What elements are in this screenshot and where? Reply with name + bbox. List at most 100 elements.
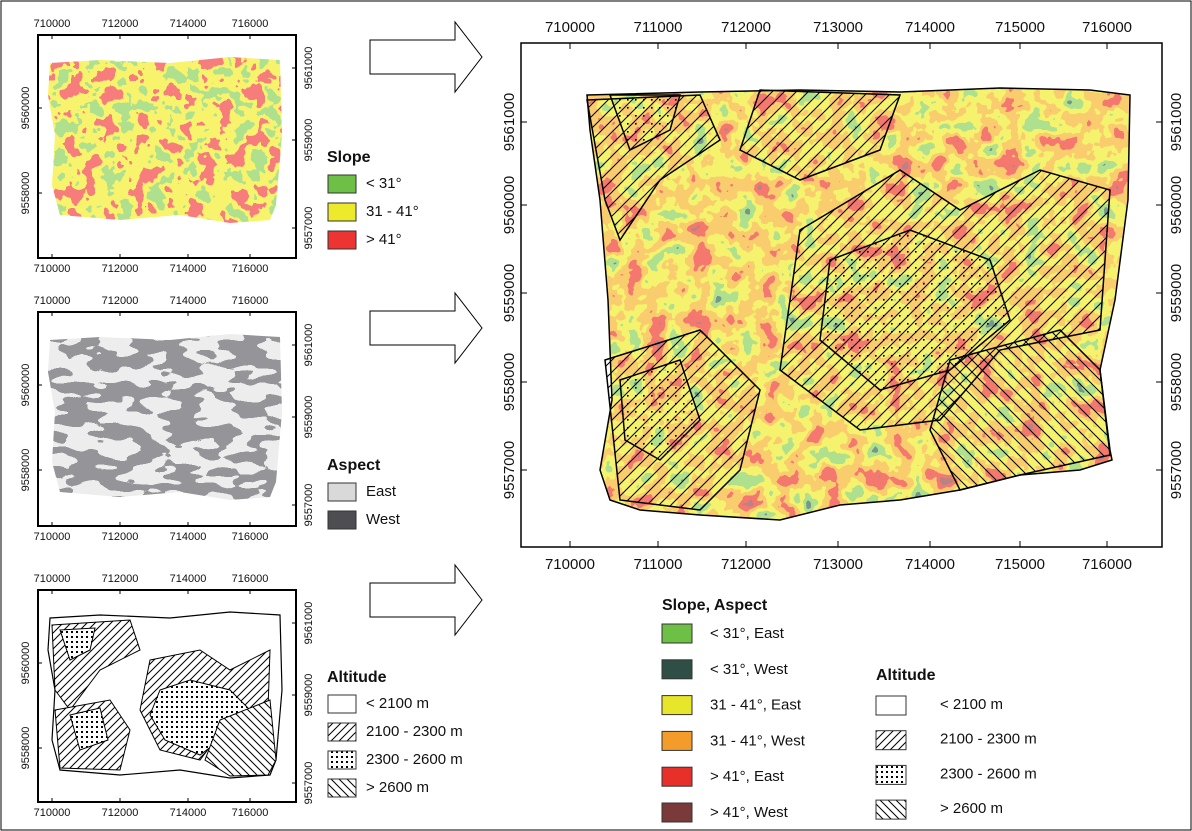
- x-tick-label: 716000: [232, 531, 269, 543]
- legend-label: 31 - 41°, West: [710, 732, 806, 749]
- x-tick-label: 712000: [102, 18, 139, 30]
- x-tick-label: 716000: [232, 807, 269, 819]
- legend-swatch: [328, 175, 356, 193]
- legend-label: 2100 - 2300 m: [366, 723, 463, 740]
- y-tick-label: 9561000: [303, 602, 315, 645]
- combined-map: [587, 88, 1130, 520]
- legend-label: < 31°: [366, 175, 402, 192]
- y-tick-label: 9560000: [20, 642, 32, 685]
- x-tick-label: 714000: [170, 18, 207, 30]
- legend-label: < 2100 m: [366, 695, 429, 712]
- x-tick-label: 714000: [170, 295, 207, 307]
- x-tick-label: 716000: [1082, 556, 1132, 573]
- legend-swatch: [328, 483, 356, 501]
- x-tick-label: 712000: [721, 19, 771, 36]
- y-tick-label: 9559000: [303, 396, 315, 439]
- legend-title: Slope: [327, 149, 371, 166]
- legend-label: > 2600 m: [366, 779, 429, 796]
- legend-swatch: [876, 731, 906, 750]
- legend-swatch: [328, 511, 356, 529]
- legend-swatch: [328, 203, 356, 221]
- legend-title: Aspect: [327, 457, 381, 474]
- legend-swatch: [662, 803, 692, 822]
- legend-swatch: [328, 231, 356, 249]
- y-tick-label: 9558000: [20, 449, 32, 492]
- legend-label: West: [366, 511, 401, 528]
- legend-swatch: [328, 695, 356, 713]
- x-tick-label: 710000: [34, 573, 71, 585]
- x-tick-label: 712000: [102, 263, 139, 275]
- x-tick-label: 710000: [545, 556, 595, 573]
- x-tick-label: 710000: [34, 807, 71, 819]
- y-tick-label: 9557000: [501, 441, 518, 499]
- y-tick-label: 9561000: [303, 324, 315, 367]
- y-tick-label: 9558000: [1168, 353, 1185, 411]
- x-tick-label: 711000: [634, 19, 683, 36]
- x-tick-label: 714000: [170, 573, 207, 585]
- y-tick-label: 9561000: [1168, 93, 1185, 151]
- x-tick-label: 710000: [34, 295, 71, 307]
- y-tick-label: 9558000: [20, 727, 32, 770]
- legend-label: East: [366, 483, 397, 500]
- y-tick-label: 9559000: [1168, 264, 1185, 322]
- x-tick-label: 711000: [634, 556, 683, 573]
- legend-swatch: [876, 696, 906, 715]
- x-tick-label: 713000: [813, 19, 863, 36]
- legend-swatch: [662, 660, 692, 679]
- legend-label: > 41°, West: [710, 804, 789, 821]
- legend-title: Altitude: [876, 667, 936, 684]
- legend-swatch: [662, 624, 692, 643]
- y-tick-label: 9561000: [501, 93, 518, 151]
- legend-label: > 41°: [366, 231, 402, 248]
- x-tick-label: 710000: [34, 263, 71, 275]
- y-tick-label: 9560000: [501, 176, 518, 234]
- arrow: [370, 293, 482, 363]
- legend-label: < 31°, East: [710, 625, 785, 642]
- y-tick-label: 9558000: [20, 172, 32, 215]
- y-tick-label: 9557000: [303, 484, 315, 527]
- altitude-map: [48, 612, 282, 778]
- legend-title: Altitude: [327, 669, 387, 686]
- legend-label: < 31°, West: [710, 661, 789, 678]
- legend-label: > 2600 m: [940, 800, 1003, 817]
- x-tick-label: 716000: [232, 573, 269, 585]
- legend-swatch: [662, 696, 692, 715]
- y-tick-label: 9559000: [303, 119, 315, 162]
- legend-swatch: [876, 800, 906, 819]
- x-tick-label: 715000: [995, 19, 1045, 36]
- legend-label: < 2100 m: [940, 696, 1003, 713]
- legend-swatch: [876, 765, 906, 784]
- x-tick-label: 714000: [905, 556, 955, 573]
- y-tick-label: 9561000: [303, 47, 315, 90]
- x-tick-label: 712000: [102, 807, 139, 819]
- legend-label: 31 - 41°: [366, 203, 419, 220]
- x-tick-label: 712000: [102, 531, 139, 543]
- y-tick-label: 9557000: [1168, 441, 1185, 499]
- x-tick-label: 714000: [170, 807, 207, 819]
- arrow: [370, 22, 482, 92]
- y-tick-label: 9557000: [303, 207, 315, 250]
- x-tick-label: 716000: [1082, 19, 1132, 36]
- aspect-raster: [48, 334, 282, 500]
- y-tick-label: 9559000: [303, 674, 315, 717]
- legend-swatch: [328, 723, 356, 741]
- legend-label: 2300 - 2600 m: [366, 751, 463, 768]
- x-tick-label: 716000: [232, 263, 269, 275]
- legend-swatch: [662, 767, 692, 786]
- legend-label: > 41°, East: [710, 768, 785, 785]
- legend-swatch: [328, 751, 356, 769]
- x-tick-label: 712000: [102, 295, 139, 307]
- y-tick-label: 9558000: [501, 353, 518, 411]
- legend-swatch: [328, 779, 356, 797]
- y-tick-label: 9560000: [1168, 176, 1185, 234]
- y-tick-label: 9557000: [303, 762, 315, 805]
- legend-label: 2100 - 2300 m: [940, 731, 1037, 748]
- arrow: [370, 565, 482, 635]
- legend-label: 2300 - 2600 m: [940, 765, 1037, 782]
- legend-label: 31 - 41°, East: [710, 697, 802, 714]
- x-tick-label: 714000: [905, 19, 955, 36]
- x-tick-label: 712000: [721, 556, 771, 573]
- slope-map: [48, 57, 282, 223]
- x-tick-label: 716000: [232, 295, 269, 307]
- y-tick-label: 9559000: [501, 264, 518, 322]
